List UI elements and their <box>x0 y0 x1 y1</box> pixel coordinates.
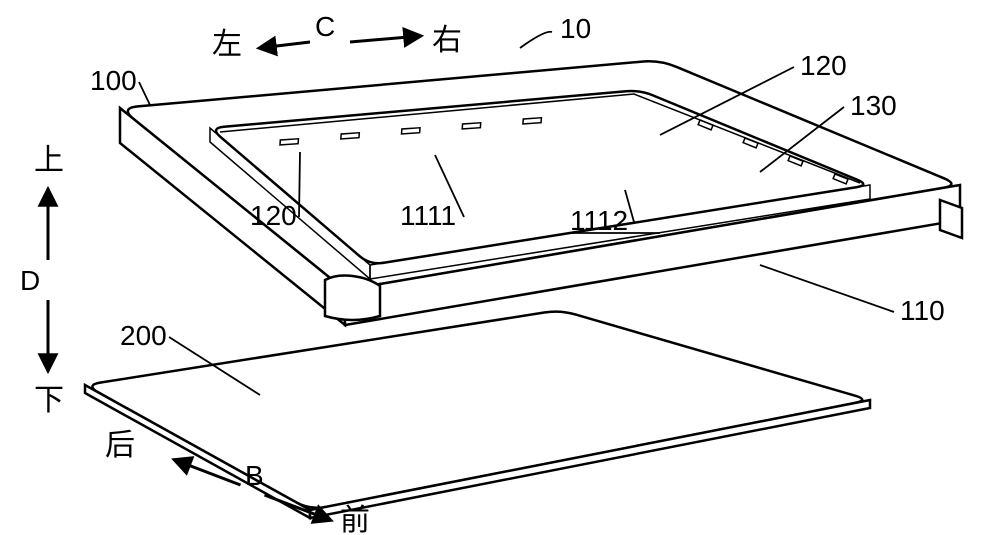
callout-110: 110 <box>760 265 945 326</box>
svg-text:下: 下 <box>34 384 64 417</box>
right-notch <box>940 200 962 238</box>
callout-label-1112: 1112 <box>570 205 628 236</box>
svg-text:前: 前 <box>340 504 370 535</box>
svg-text:C: C <box>315 11 335 42</box>
callout-label-10: 10 <box>560 13 591 44</box>
callout-label-110: 110 <box>900 295 945 326</box>
svg-text:上: 上 <box>34 144 64 177</box>
callout-label-100: 100 <box>90 65 137 96</box>
axis-C: C 左 右 <box>212 11 462 61</box>
axis-D: D 上 下 <box>20 144 64 417</box>
svg-text:后: 后 <box>105 429 135 462</box>
callout-100: 100 <box>90 65 150 105</box>
callout-10: 10 <box>520 13 591 48</box>
callout-label-130: 130 <box>850 90 897 121</box>
svg-text:B: B <box>245 460 264 491</box>
svg-text:右: 右 <box>432 24 462 57</box>
callout-label-200: 200 <box>120 320 167 351</box>
panel-200 <box>85 312 870 518</box>
svg-text:D: D <box>20 265 40 296</box>
svg-text:左: 左 <box>212 28 242 61</box>
callout-label-120: 120 <box>800 50 847 81</box>
frame-assembly-100 <box>120 61 962 325</box>
callout-label-120: 120 <box>250 200 297 231</box>
front-notch <box>325 276 380 321</box>
callout-label-1111: 1111 <box>400 200 456 231</box>
